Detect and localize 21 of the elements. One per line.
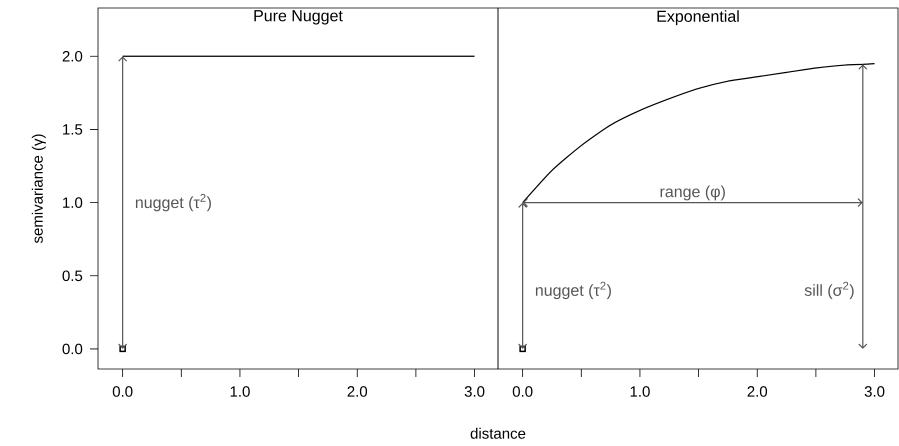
- annotation: nugget (τ$^{2}$): [536, 282, 611, 300]
- x-axis-title: distance: [470, 428, 526, 439]
- x-tick-label: 1.0: [230, 386, 250, 397]
- x-tick-label: 3.0: [864, 386, 884, 397]
- y-tick-label: 1.0: [63, 197, 82, 208]
- ref-line-label: sill (σ$^{2}$): [804, 282, 854, 300]
- chart-title: Exponential: [658, 10, 739, 26]
- x-tick-label: 1.0: [630, 386, 650, 397]
- annotation: range (φ): [660, 186, 725, 200]
- y-tick-label: 0.0: [62, 344, 82, 354]
- x-tick-label: 0.0: [112, 386, 132, 397]
- annotation: nugget (τ$^{2}$): [136, 194, 211, 212]
- x-tick-label: 3.0: [464, 386, 484, 397]
- y-tick-label: 1.5: [63, 124, 82, 135]
- y-tick-label: 2.0: [62, 50, 82, 62]
- x-tick-label: 2.0: [748, 386, 768, 397]
- y-axis-title: semivariance (γ): [32, 134, 46, 244]
- chart-title: Pure Nugget: [254, 10, 343, 25]
- x-tick-label: 2.0: [348, 386, 368, 397]
- x-tick-label: 0.0: [512, 386, 532, 397]
- y-tick-label: 0.5: [62, 270, 82, 282]
